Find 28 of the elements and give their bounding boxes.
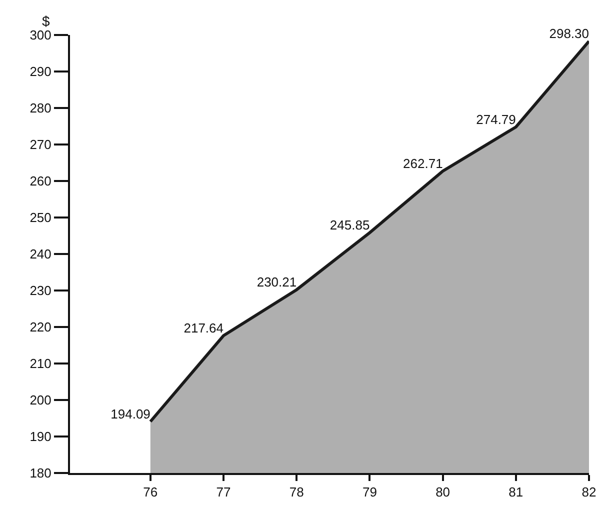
y-tick-label: 250 — [30, 210, 52, 226]
y-axis-title: $ — [42, 13, 50, 29]
y-tick-label: 280 — [30, 100, 52, 116]
x-tick-label: 76 — [143, 484, 158, 500]
data-label: 217.64 — [184, 320, 224, 336]
data-label: 194.09 — [110, 406, 150, 422]
data-label: 230.21 — [256, 274, 297, 290]
y-tick-label: 240 — [30, 246, 52, 262]
data-label: 274.79 — [476, 112, 516, 127]
x-tick-label: 79 — [362, 484, 377, 500]
y-tick-label: 190 — [30, 429, 52, 444]
y-tick-label: 180 — [30, 466, 52, 481]
y-tick-label: 230 — [30, 283, 52, 298]
data-label: 298.30 — [549, 26, 589, 41]
y-tick-label: 270 — [30, 137, 52, 152]
y-tick-label: 200 — [30, 392, 52, 408]
y-tick-label: 210 — [30, 356, 52, 372]
x-tick-label: 77 — [216, 484, 231, 500]
y-tick-label: 220 — [30, 320, 52, 335]
data-label: 245.85 — [330, 217, 370, 232]
x-tick-label: 82 — [582, 484, 596, 500]
x-tick-label: 81 — [508, 484, 524, 500]
y-tick-label: 260 — [30, 174, 52, 189]
x-tick-label: 78 — [289, 484, 304, 500]
y-tick-label: 300 — [30, 28, 52, 43]
data-label: 262.71 — [403, 156, 443, 171]
x-tick-label: 80 — [436, 484, 450, 500]
y-tick-label: 290 — [30, 64, 52, 80]
